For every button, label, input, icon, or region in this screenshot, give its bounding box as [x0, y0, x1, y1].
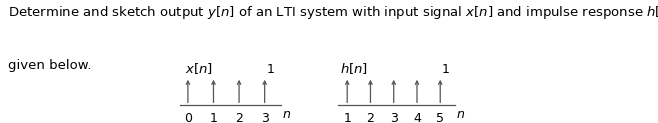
Text: 1: 1 [266, 63, 274, 76]
Text: $x[n]$: $x[n]$ [186, 61, 213, 76]
Text: $n$: $n$ [456, 108, 465, 121]
Text: $n$: $n$ [282, 108, 291, 121]
Text: 4: 4 [413, 112, 421, 123]
Text: 1: 1 [209, 112, 217, 123]
Text: Determine and sketch output $y[n]$ of an LTI system with input signal $x[n]$ and: Determine and sketch output $y[n]$ of an… [8, 4, 658, 21]
Text: 3: 3 [390, 112, 397, 123]
Text: 0: 0 [184, 112, 192, 123]
Text: 1: 1 [343, 112, 351, 123]
Text: 5: 5 [436, 112, 444, 123]
Text: 1: 1 [442, 63, 450, 76]
Text: given below.: given below. [8, 59, 91, 72]
Text: 2: 2 [367, 112, 374, 123]
Text: $h[n]$: $h[n]$ [340, 61, 368, 76]
Text: 2: 2 [235, 112, 243, 123]
Text: 3: 3 [261, 112, 268, 123]
